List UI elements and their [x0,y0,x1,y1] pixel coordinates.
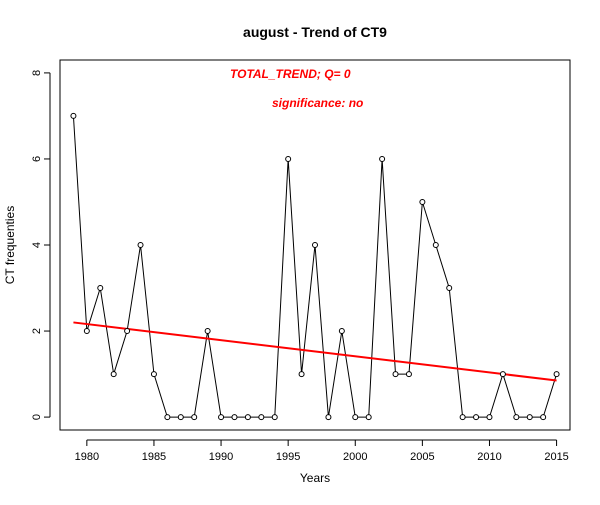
trend-annotation-text: TOTAL_TREND; Q= 0 [230,67,351,81]
data-point-2008 [459,414,466,421]
x-tick-label: 1980 [75,451,99,463]
x-axis: 1980 1985 1990 1995 2000 2005 2010 2015 [75,439,569,463]
data-point-1991 [231,414,238,421]
data-point-1992 [244,414,251,421]
y-tick-label: 6 [31,156,43,162]
data-point-2009 [473,414,480,421]
data-point-1983 [124,328,131,335]
data-point-1980 [83,328,90,335]
data-point-2002 [379,155,386,162]
data-point-2004 [405,371,412,378]
data-point-1995 [285,155,292,162]
data-point-1986 [164,414,171,421]
data-point-1993 [258,414,265,421]
trend-layer [73,321,557,382]
data-point-1998 [325,414,332,421]
data-point-1982 [110,371,117,378]
y-tick-label: 0 [31,414,43,420]
x-tick-label: 1995 [276,451,300,463]
x-axis-label: Years [300,471,330,485]
data-point-1984 [137,242,144,248]
plot-frame [59,59,571,431]
data-point-1988 [191,414,198,421]
data-point-2015 [553,371,560,378]
data-point-1985 [150,371,157,378]
data-point-1989 [204,328,211,335]
data-point-1979 [70,112,77,119]
data-point-1996 [298,371,305,378]
x-tick-label: 2000 [343,451,367,463]
data-point-2005 [419,198,426,205]
x-tick-label: 2015 [544,451,568,463]
y-tick-label: 4 [31,242,43,248]
y-axis-label: CT frequenties [3,206,17,285]
data-point-1999 [338,328,345,335]
data-point-2012 [513,414,520,421]
significance-annotation-text: significance: no [272,96,363,110]
data-point-2007 [446,285,453,292]
data-point-2014 [540,414,547,421]
data-point-1997 [312,242,318,248]
data-point-2013 [526,414,533,421]
points-layer [70,112,560,421]
data-point-1994 [271,414,278,421]
data-point-2001 [365,414,372,421]
data-point-2003 [392,371,399,378]
data-point-1987 [177,414,184,421]
x-tick-label: 1985 [142,451,166,463]
y-tick-label: 8 [31,70,43,76]
y-tick-label: 2 [31,328,43,334]
x-tick-label: 2010 [477,451,501,463]
data-point-1981 [97,285,104,292]
chart-title: august - Trend of CT9 [243,24,387,40]
trend-line [73,321,557,382]
data-point-2000 [352,414,359,421]
x-tick-label: 2005 [410,451,434,463]
x-tick-label: 1990 [209,451,233,463]
data-point-2010 [486,414,493,421]
y-axis: 0 2 4 6 8 [31,70,51,420]
data-point-2011 [499,371,506,378]
data-point-1990 [218,414,225,421]
data-point-2006 [432,242,439,248]
